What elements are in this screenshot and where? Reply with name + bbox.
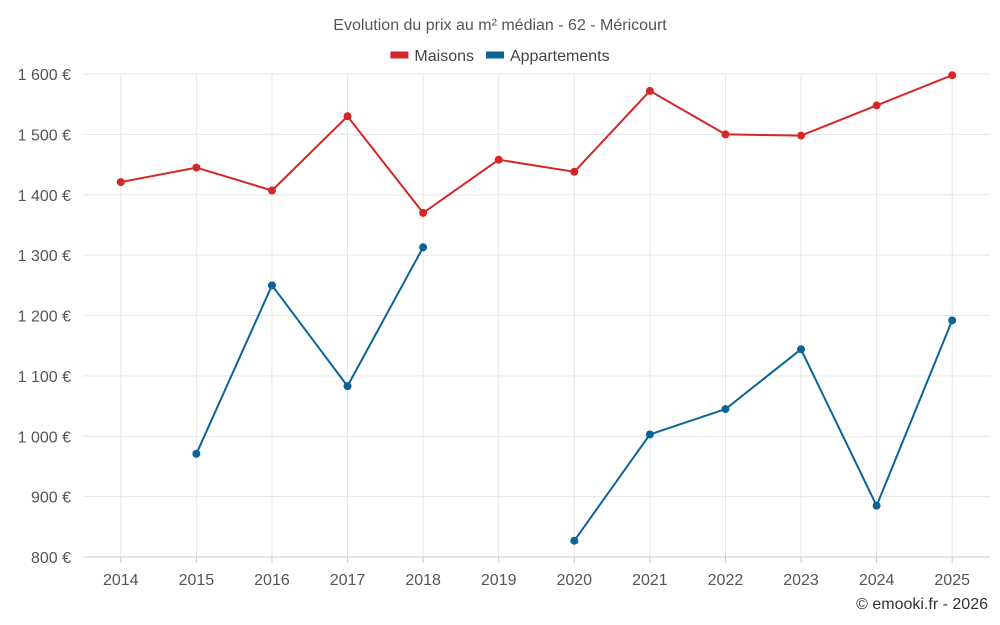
series-line	[573, 319, 954, 542]
y-tick-label: 1 000 €	[18, 429, 71, 446]
x-tick-label: 2022	[708, 572, 744, 589]
data-point[interactable]	[267, 186, 276, 195]
x-tick-label: 2016	[254, 572, 290, 589]
legend-label: Appartements	[510, 48, 610, 65]
y-tick-label: 900 €	[31, 490, 71, 507]
data-point[interactable]	[948, 71, 957, 80]
data-point[interactable]	[645, 430, 654, 439]
data-point[interactable]	[570, 536, 579, 545]
x-tick-label: 2021	[632, 572, 668, 589]
x-tick-label: 2015	[179, 572, 215, 589]
legend-swatch	[485, 51, 504, 59]
data-point[interactable]	[419, 243, 428, 252]
data-point[interactable]	[721, 405, 730, 414]
series-line	[195, 246, 424, 455]
x-tick-label: 2024	[859, 572, 895, 589]
data-point[interactable]	[872, 101, 881, 110]
data-point[interactable]	[192, 163, 201, 172]
data-point[interactable]	[267, 281, 276, 290]
data-point[interactable]	[797, 345, 806, 354]
x-tick-label: 2014	[103, 572, 139, 589]
x-tick-label: 2018	[405, 572, 441, 589]
data-point[interactable]	[948, 316, 957, 325]
legend-item-maisons[interactable]: Maisons	[390, 48, 474, 65]
legend: Maisons Appartements	[390, 48, 610, 65]
data-point[interactable]	[192, 449, 201, 458]
series-layer	[116, 71, 957, 545]
legend-swatch	[390, 51, 409, 59]
chart-title: Evolution du prix au m² médian - 62 - Mé…	[333, 17, 667, 34]
data-point[interactable]	[116, 178, 125, 187]
series-line	[120, 74, 953, 214]
x-tick-label: 2017	[330, 572, 366, 589]
data-point[interactable]	[419, 208, 428, 217]
x-tick-label: 2019	[481, 572, 517, 589]
credit-text: © emooki.fr - 2026	[856, 596, 988, 613]
data-point[interactable]	[494, 155, 503, 164]
y-tick-label: 1 600 €	[18, 67, 71, 84]
y-tick-label: 1 500 €	[18, 127, 71, 144]
legend-label: Maisons	[414, 48, 474, 65]
data-point[interactable]	[797, 131, 806, 140]
data-point[interactable]	[872, 501, 881, 510]
legend-item-appartements[interactable]: Appartements	[485, 48, 610, 65]
x-tick-label: 2020	[556, 572, 592, 589]
series-appartements	[192, 243, 957, 545]
y-tick-label: 1 300 €	[18, 248, 71, 265]
data-point[interactable]	[645, 86, 654, 95]
x-tick-label: 2025	[934, 572, 970, 589]
axes: 1 600 € 1 500 € 1 400 € 1 300 € 1 200 € 1 100…	[18, 67, 990, 589]
data-point[interactable]	[570, 167, 579, 176]
y-tick-label: 1 100 €	[18, 369, 71, 386]
x-tick-label: 2023	[783, 572, 819, 589]
grid	[83, 73, 990, 558]
y-tick-label: 800 €	[31, 550, 71, 567]
series-maisons	[116, 71, 957, 217]
data-point[interactable]	[343, 112, 352, 121]
y-tick-label: 1 200 €	[18, 309, 71, 326]
y-tick-label: 1 400 €	[18, 188, 71, 205]
data-point[interactable]	[721, 130, 730, 139]
data-point[interactable]	[343, 382, 352, 391]
